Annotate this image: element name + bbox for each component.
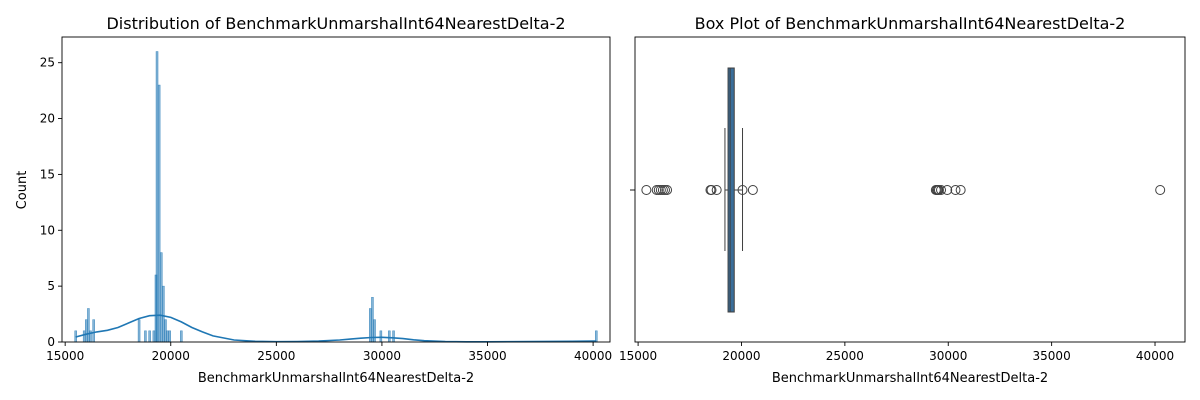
outlier-point bbox=[950, 185, 961, 195]
boxplot-panel: Box Plot of BenchmarkUnmarshalInt64Neare… bbox=[619, 14, 1186, 386]
outlier-point bbox=[662, 185, 673, 195]
x-tick-label: 20000 bbox=[152, 349, 190, 363]
y-tick-label: 25 bbox=[40, 56, 55, 70]
y-tick-label: 5 bbox=[47, 279, 55, 293]
y-tick-label: 15 bbox=[40, 167, 55, 181]
histogram-bar bbox=[148, 330, 151, 343]
x-tick-label: 35000 bbox=[468, 349, 506, 363]
histogram-bar bbox=[92, 319, 95, 343]
histogram-bar bbox=[85, 319, 88, 343]
outlier-point bbox=[747, 185, 758, 195]
boxplot-x-axis-label: BenchmarkUnmarshalInt64NearestDelta-2 bbox=[772, 371, 1048, 386]
outlier-point bbox=[706, 185, 717, 195]
histogram-bar bbox=[164, 319, 167, 343]
histogram-x-ticks: 15000 20000 25000 30000 35000 40000 bbox=[46, 342, 612, 363]
histogram-bar bbox=[392, 330, 395, 343]
outlier-point bbox=[955, 185, 966, 195]
histogram-bar bbox=[82, 330, 86, 343]
histogram-bar bbox=[155, 51, 159, 343]
boxplot-axes-frame bbox=[634, 36, 1186, 343]
histogram-bar bbox=[371, 297, 374, 343]
outlier-point bbox=[936, 185, 947, 195]
outlier-point bbox=[711, 185, 722, 195]
histogram-y-ticks: 0 5 10 15 20 25 bbox=[40, 56, 62, 349]
histogram-y-axis-label: Count bbox=[15, 171, 30, 210]
histogram-bar bbox=[379, 330, 383, 343]
box-iqr bbox=[727, 67, 735, 313]
histogram-panel: Distribution of BenchmarkUnmarshalInt64N… bbox=[15, 14, 612, 386]
x-tick-label: 35000 bbox=[1033, 349, 1071, 363]
histogram-bar bbox=[180, 330, 183, 343]
outlier-point bbox=[737, 185, 748, 195]
x-tick-label: 20000 bbox=[722, 349, 760, 363]
boxplot-x-ticks: 15000 20000 25000 30000 35000 40000 bbox=[619, 342, 1174, 363]
x-tick-label: 30000 bbox=[363, 349, 401, 363]
y-tick-label: 10 bbox=[40, 223, 55, 237]
histogram-bar bbox=[87, 308, 90, 343]
x-tick-label: 25000 bbox=[826, 349, 864, 363]
histogram-title: Distribution of BenchmarkUnmarshalInt64N… bbox=[106, 14, 565, 33]
boxplot-title: Box Plot of BenchmarkUnmarshalInt64Neare… bbox=[695, 14, 1126, 33]
histogram-bar bbox=[162, 285, 165, 343]
histogram-bar bbox=[137, 319, 141, 343]
outlier-point bbox=[1155, 185, 1166, 195]
histogram-bar bbox=[388, 330, 391, 343]
histogram-bar bbox=[152, 330, 156, 343]
histogram-bar bbox=[144, 330, 147, 343]
x-tick-label: 40000 bbox=[574, 349, 612, 363]
histogram-bar bbox=[373, 319, 376, 343]
histogram-bars bbox=[74, 51, 598, 343]
y-tick-label: 0 bbox=[47, 335, 55, 349]
boxplot-body bbox=[641, 67, 1166, 313]
x-tick-label: 40000 bbox=[1136, 349, 1174, 363]
y-tick-label: 20 bbox=[40, 112, 55, 126]
x-tick-label: 25000 bbox=[257, 349, 295, 363]
outlier-point bbox=[641, 185, 652, 195]
histogram-axes-frame bbox=[61, 36, 611, 343]
histogram-bar bbox=[166, 330, 169, 343]
histogram-bar bbox=[159, 252, 163, 343]
x-tick-label: 15000 bbox=[46, 349, 84, 363]
histogram-x-axis-label: BenchmarkUnmarshalInt64NearestDelta-2 bbox=[198, 371, 474, 386]
histogram-bar bbox=[157, 84, 161, 343]
outlier-point bbox=[942, 185, 953, 195]
x-tick-label: 30000 bbox=[929, 349, 967, 363]
x-tick-label: 15000 bbox=[619, 349, 657, 363]
histogram-bar bbox=[168, 330, 171, 343]
